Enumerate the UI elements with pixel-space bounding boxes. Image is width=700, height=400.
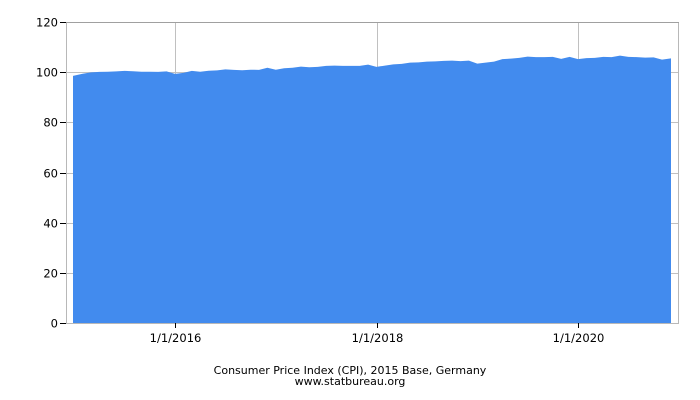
x-axis: 1/1/2016 1/1/2018 1/1/2020 bbox=[150, 323, 605, 345]
y-axis: 0 20 40 60 80 100 120 bbox=[36, 16, 66, 331]
y-tick-label: 40 bbox=[43, 217, 58, 231]
y-tick-label: 60 bbox=[43, 167, 58, 181]
x-tick-label: 1/1/2020 bbox=[553, 331, 605, 345]
x-tick-label: 1/1/2016 bbox=[150, 331, 202, 345]
y-tick-label: 0 bbox=[51, 317, 58, 331]
plot-frame bbox=[66, 22, 679, 324]
y-tick-label: 120 bbox=[36, 16, 58, 30]
y-tick-label: 80 bbox=[43, 116, 58, 130]
chart-source-link[interactable]: www.statbureau.org bbox=[294, 375, 406, 388]
y-tick-label: 20 bbox=[43, 267, 58, 281]
cpi-area-series bbox=[73, 55, 671, 323]
chart-title: Consumer Price Index (CPI), 2015 Base, G… bbox=[213, 364, 487, 377]
y-tick-label: 100 bbox=[36, 66, 58, 80]
x-tick-label: 1/1/2018 bbox=[352, 331, 404, 345]
